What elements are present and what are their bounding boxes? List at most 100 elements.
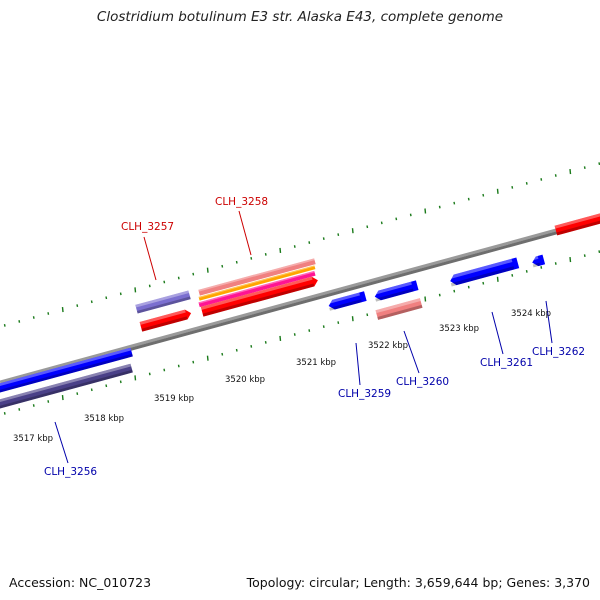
tick-marks [3, 162, 600, 415]
gene-3258-red-body [200, 276, 318, 317]
tick-mark [206, 267, 209, 273]
tick-mark [308, 241, 311, 244]
gene-3256-blue-shade [0, 353, 133, 407]
tick-mark [337, 233, 340, 237]
tick-mark [235, 260, 238, 264]
gene-3259-blue-highlight [327, 292, 360, 305]
tick-mark [395, 217, 398, 221]
tick-mark [511, 185, 514, 189]
leader-line [238, 210, 252, 256]
tick-mark [453, 289, 456, 293]
tick-mark [235, 348, 238, 352]
scale-labels: 3517 kbp 3518 kbp 3519 kbp 3520 kbp 3521 kbp… [13, 309, 551, 444]
tick-mark [76, 304, 79, 308]
tick-mark [192, 272, 195, 276]
leader-line [403, 330, 420, 374]
gene-3262-blue [530, 254, 546, 268]
tick-mark [525, 182, 528, 185]
tick-mark [496, 276, 499, 282]
tick-mark [424, 296, 427, 302]
gene-3256-purple-highlight [0, 363, 132, 417]
gene-3258-red-shade [202, 283, 315, 317]
gene-3260-blue [373, 280, 419, 302]
gene-3257-red-body [139, 309, 192, 332]
gene-3257-red [139, 309, 192, 332]
gene-3260-blue-highlight [373, 281, 412, 295]
tick-mark [511, 273, 514, 277]
gene-3261-blue-shade [450, 266, 515, 287]
tick-mark [453, 201, 456, 205]
gene-3259-blue [327, 291, 367, 311]
gene-label: CLH_3262 [532, 346, 585, 358]
tick-mark [134, 287, 137, 293]
tick-mark [482, 281, 485, 285]
tick-mark [467, 197, 470, 201]
gene-3258-magenta-highlight [198, 270, 315, 304]
tick-mark [18, 408, 21, 411]
tick-mark [206, 355, 209, 361]
tick-mark [250, 344, 253, 348]
gene-3261-blue-highlight [448, 258, 513, 280]
gene-3258-orange [198, 265, 316, 301]
tick-mark [424, 208, 427, 214]
gene-features [0, 212, 600, 423]
tick-mark [105, 384, 108, 388]
scale-label: 3520 kbp [225, 375, 265, 385]
gene-right-red-highlight [554, 212, 600, 229]
gene-3256-purple-body [0, 363, 133, 423]
tick-mark [163, 368, 166, 372]
tick-mark [47, 312, 50, 315]
gene-3262-blue-highlight [530, 255, 539, 261]
gene-3257-purple-highlight [135, 290, 190, 308]
gene-3258-magenta-body [198, 270, 316, 308]
tick-mark [221, 352, 224, 356]
tick-mark [119, 292, 122, 296]
tick-mark [351, 228, 354, 234]
tick-mark [569, 168, 572, 175]
tick-mark [554, 174, 557, 177]
tick-mark [61, 395, 64, 401]
gene-3260-blue-body [374, 280, 419, 301]
gene-3257-red-highlight [139, 309, 186, 325]
tick-mark [3, 411, 6, 415]
gene-right-red-body [554, 212, 600, 236]
tick-mark [264, 340, 267, 344]
gene-3256-blue-body [0, 347, 133, 407]
tick-mark [380, 221, 383, 225]
tick-mark [192, 360, 195, 364]
scale-label: 3518 kbp [84, 414, 124, 424]
scale-label: 3523 kbp [439, 324, 479, 334]
tick-mark [105, 296, 108, 300]
gene-3262-blue-shade [532, 262, 541, 268]
tick-mark [119, 380, 122, 384]
gene-3260-pink [375, 298, 423, 320]
gene-3260-pink-highlight [375, 298, 421, 314]
gene-3258-pink [198, 258, 316, 296]
gene-3261-blue-body [450, 257, 520, 286]
gene-label: CLH_3257 [121, 221, 174, 233]
tick-mark [337, 321, 340, 325]
leader-line [545, 300, 553, 344]
leader-line [355, 342, 361, 386]
scale-label: 3519 kbp [154, 394, 194, 404]
gene-3260-pink-body [375, 298, 423, 320]
gene-label: CLH_3260 [396, 376, 449, 388]
tick-mark [351, 316, 354, 322]
tick-mark [250, 256, 253, 260]
tick-mark [540, 178, 543, 181]
tick-mark [264, 252, 267, 256]
tick-mark [134, 375, 137, 381]
tick-mark [366, 313, 369, 317]
tick-mark [47, 400, 50, 403]
tick-mark [177, 276, 180, 280]
scale-label: 3521 kbp [296, 358, 336, 368]
gene-3258-red [200, 276, 318, 317]
gene-3259-blue-body [328, 291, 367, 310]
tick-mark [322, 325, 325, 328]
scale-label: 3517 kbp [13, 434, 53, 444]
tick-mark [409, 213, 412, 217]
tick-mark [3, 323, 6, 327]
gene-label: CLH_3256 [44, 466, 97, 478]
tick-mark [90, 388, 93, 392]
tick-mark [163, 280, 166, 284]
